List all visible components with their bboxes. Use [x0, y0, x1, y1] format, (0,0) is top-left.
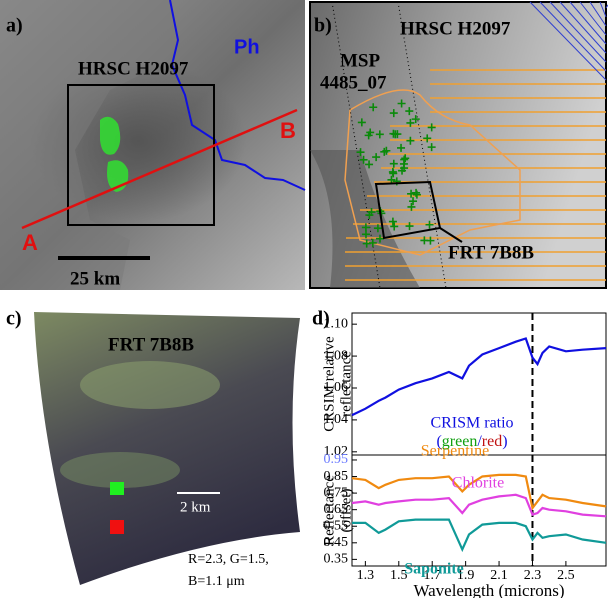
frt-label: FRT 7B8B: [448, 242, 534, 263]
green-roi: [110, 482, 124, 495]
panel-label: a): [6, 15, 23, 37]
plot-frame: [352, 455, 606, 566]
scale-label: 25 km: [70, 268, 120, 289]
y-axis-label: reflectance: [338, 351, 354, 417]
y-tick-label: 1.10: [324, 316, 349, 331]
series-label: Saponite: [404, 561, 464, 578]
unit-label: Ph: [234, 36, 260, 58]
x-axis-label: Wavelength (microns): [413, 581, 564, 598]
y-tick-label: 0.95: [324, 452, 349, 467]
spectrum-line: [352, 495, 606, 517]
y-axis-label: (offset): [338, 489, 354, 533]
profile-end-label: B: [280, 118, 296, 143]
spectrum-line: [352, 339, 606, 416]
series-label: CRISM ratio: [430, 415, 513, 432]
panel-c: c) FRT 7B8B 2 km R=2.3, G=1.5, B=1.1 μm: [6, 308, 300, 590]
annotation-part: green: [442, 433, 478, 450]
image-title: HRSC H2097: [400, 18, 511, 39]
figure: a) Ph HRSC H2097 B A 25 km b) HRSC H2097…: [0, 0, 608, 598]
box-label: HRSC H2097: [78, 58, 189, 79]
caption: B=1.1 μm: [188, 574, 245, 589]
panel-label: c): [6, 308, 22, 330]
red-roi: [110, 520, 124, 534]
image-title: FRT 7B8B: [108, 334, 194, 355]
y-tick-label: 0.35: [324, 552, 349, 567]
annotation: (green/red): [436, 433, 507, 450]
y-axis-label: CRSIM relative: [321, 336, 337, 432]
y-axis-label: Reflectance: [321, 475, 337, 546]
annotation-part: red: [482, 433, 502, 450]
panel-label: b): [314, 15, 332, 37]
caption: R=2.3, G=1.5,: [188, 552, 269, 567]
x-tick-label: 1.3: [357, 568, 375, 583]
msp-label: 4485_07: [320, 72, 387, 93]
msp-label: MSP: [340, 50, 381, 71]
panel-a: a) Ph HRSC H2097 B A 25 km: [0, 0, 305, 290]
series-label: Chlorite: [452, 475, 504, 492]
scale-label: 2 km: [180, 499, 211, 515]
rgb-texture: [80, 361, 220, 409]
panel-d: d) 1.021.041.061.081.10CRSIM relativeref…: [312, 308, 606, 598]
panel-b: b) HRSC H2097 MSP 4485_07 FRT 7B8B: [310, 2, 608, 288]
annotation-part: ): [502, 433, 507, 450]
profile-start-label: A: [22, 230, 38, 255]
spectrum-line: [352, 520, 606, 550]
